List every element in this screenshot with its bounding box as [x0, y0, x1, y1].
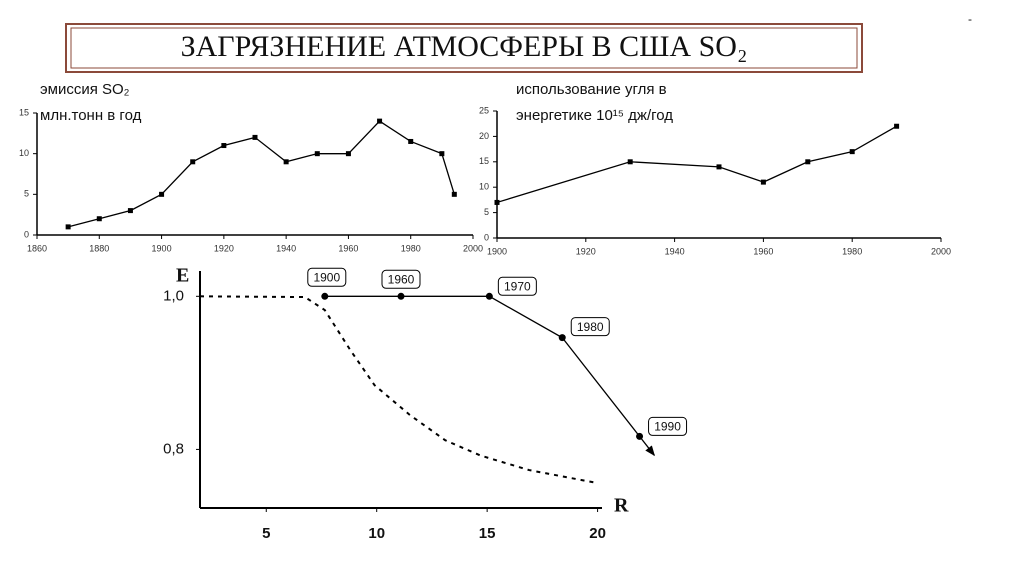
- dash: -: [968, 12, 972, 26]
- x-tick-label: 2000: [931, 246, 951, 256]
- point: [127, 208, 133, 214]
- point: [221, 143, 227, 149]
- point: [439, 151, 445, 157]
- y-axis-label: E: [176, 265, 189, 287]
- point: [494, 199, 500, 205]
- y-tick-label: 20: [479, 131, 489, 141]
- label-box: [570, 317, 610, 337]
- y-axis-label: млн.тонн в год: [40, 107, 142, 124]
- x-tick-label: 5: [262, 525, 270, 542]
- y-tick-label: 5: [24, 189, 29, 199]
- point: [252, 134, 258, 140]
- series-line: [496, 125, 897, 204]
- label-box: [381, 269, 421, 289]
- y-axis-label: эмиссия SO₂: [40, 81, 130, 98]
- point: [716, 164, 722, 170]
- label-box: [307, 267, 347, 287]
- y-tick-label: 15: [479, 156, 489, 166]
- x-tick-label: 1940: [665, 246, 685, 256]
- y-tick-label: 10: [19, 148, 29, 158]
- x-tick-label: 1960: [753, 246, 773, 256]
- y-axis-label: энергетике 10¹⁵ дж/год: [516, 107, 673, 124]
- title-frame: [65, 23, 863, 73]
- point-label: 1990: [654, 420, 681, 434]
- point: [345, 151, 351, 157]
- x-tick-label: 20: [589, 525, 606, 542]
- point: [283, 159, 289, 165]
- x-tick-label: 1900: [487, 246, 507, 256]
- series-line: [199, 295, 598, 485]
- x-tick-label: 1940: [276, 243, 296, 253]
- x-tick-label: 10: [368, 525, 385, 542]
- label-box: [648, 416, 688, 436]
- y-tick-label: 5: [484, 207, 489, 217]
- y-tick-label: 1,0: [163, 287, 184, 304]
- point: [805, 159, 811, 165]
- y-tick-label: 15: [19, 107, 29, 117]
- x-tick-label: 1980: [842, 246, 862, 256]
- label-box: [497, 276, 537, 296]
- point: [377, 118, 383, 124]
- title: ЗАГРЯЗНЕНИЕ АТМОСФЕРЫ В США SO₂: [181, 30, 748, 63]
- point-label: 1970: [504, 279, 531, 293]
- point: [321, 292, 329, 300]
- x-tick-label: 1900: [152, 243, 172, 253]
- point: [96, 216, 102, 222]
- series-line: [67, 120, 455, 228]
- point: [451, 191, 457, 197]
- x-tick-label: 15: [479, 525, 496, 542]
- point: [558, 334, 566, 342]
- point: [485, 292, 493, 300]
- point: [408, 138, 414, 144]
- title-frame-inner: [70, 27, 858, 69]
- y-tick-label: 0: [24, 229, 29, 239]
- x-tick-label: 2000: [463, 243, 483, 253]
- point: [760, 179, 766, 185]
- x-tick-label: 1920: [214, 243, 234, 253]
- point: [849, 149, 855, 155]
- point: [636, 432, 644, 440]
- arrow: [639, 435, 655, 457]
- point-label: 1960: [388, 272, 415, 286]
- x-tick-label: 1920: [576, 246, 596, 256]
- point: [314, 151, 320, 157]
- y-tick-label: 0,8: [163, 440, 184, 457]
- y-tick-label: 0: [484, 232, 489, 242]
- x-tick-label: 1980: [401, 243, 421, 253]
- x-axis-label: R: [614, 495, 629, 517]
- point: [397, 292, 405, 300]
- x-tick-label: 1880: [89, 243, 109, 253]
- point: [65, 224, 71, 230]
- y-tick-label: 10: [479, 182, 489, 192]
- point: [190, 159, 196, 165]
- y-axis-label: использование угля в: [516, 81, 667, 98]
- x-tick-label: 1960: [338, 243, 358, 253]
- point: [894, 123, 900, 129]
- y-tick-label: 25: [479, 105, 489, 115]
- x-tick-label: 1860: [27, 243, 47, 253]
- point: [159, 191, 165, 197]
- point-label: 1980: [577, 320, 604, 334]
- point: [627, 159, 633, 165]
- point-label: 1900: [313, 270, 340, 284]
